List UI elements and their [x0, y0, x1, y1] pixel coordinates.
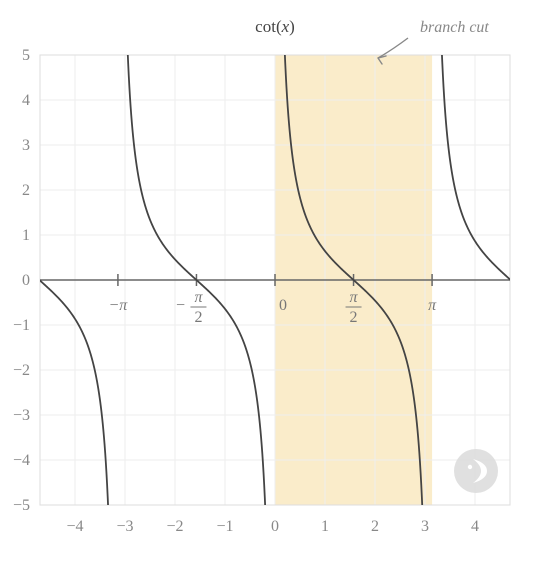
y-tick-label: 4 [22, 92, 30, 109]
pi-label: π [428, 297, 437, 314]
pi-frac-label: −π 2 [176, 289, 207, 326]
y-tick-label: 1 [22, 227, 30, 244]
y-tick-label: 3 [22, 137, 30, 154]
svg-text:−: − [176, 297, 185, 314]
y-tick-label: −4 [13, 452, 30, 469]
chart-container: −5−4−3−2−1012345−4−3−2−101234−π−π20π2πco… [0, 0, 540, 566]
y-tick-label: −5 [13, 497, 30, 514]
x-tick-label: 4 [471, 518, 479, 535]
chart-svg: −5−4−3−2−1012345−4−3−2−101234−π−π20π2πco… [0, 0, 540, 566]
y-tick-label: −2 [13, 362, 30, 379]
x-tick-label: 0 [271, 518, 279, 535]
x-tick-label: 2 [371, 518, 379, 535]
y-tick-label: −1 [13, 317, 30, 334]
x-tick-label: −2 [166, 518, 183, 535]
watermark-icon [454, 449, 498, 493]
svg-text:2: 2 [194, 309, 202, 326]
x-tick-label: 1 [321, 518, 329, 535]
chart-title: cot(x) [255, 17, 295, 36]
y-tick-label: 2 [22, 182, 30, 199]
y-tick-label: 5 [22, 47, 30, 64]
x-tick-label: 3 [421, 518, 429, 535]
x-tick-label: −3 [116, 518, 133, 535]
x-tick-label: −4 [66, 518, 83, 535]
svg-text:2: 2 [350, 309, 358, 326]
y-tick-label: −3 [13, 407, 30, 424]
svg-text:π: π [350, 289, 359, 306]
pi-label: 0 [279, 297, 287, 314]
cot-curve [0, 0, 118, 566]
branch-cut-annotation: branch cut [420, 19, 489, 36]
svg-text:π: π [194, 289, 203, 306]
y-tick-label: 0 [22, 272, 30, 289]
pi-label: −π [109, 297, 129, 314]
x-tick-label: −1 [216, 518, 233, 535]
